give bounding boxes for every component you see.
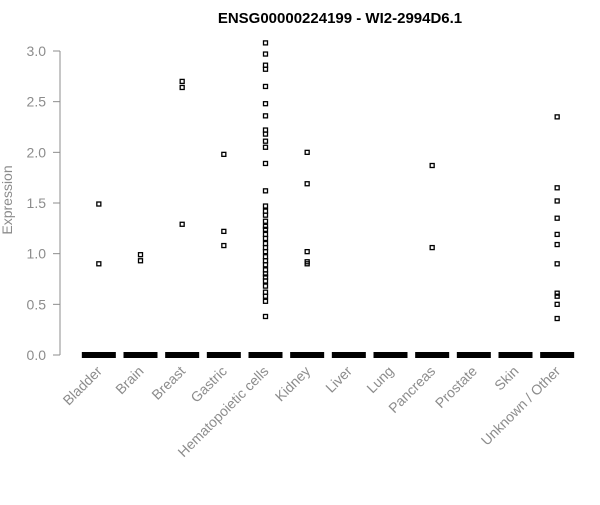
x-tick-label: Lung (363, 363, 396, 396)
x-tick-label: Liver (322, 363, 355, 396)
data-point (262, 267, 269, 273)
data-point (262, 262, 269, 268)
data-point (262, 244, 269, 251)
data-point (262, 240, 269, 247)
x-tick-label: Skin (491, 363, 522, 394)
y-tick-label: 1.5 (27, 195, 47, 211)
data-point (429, 244, 435, 251)
zero-value-cluster (248, 352, 283, 358)
data-point (304, 181, 310, 187)
zero-value-cluster (165, 352, 200, 358)
data-point (262, 254, 269, 260)
x-tick-label: Brain (112, 363, 146, 397)
data-point (262, 144, 269, 150)
data-point (221, 242, 227, 249)
zero-value-cluster (331, 352, 366, 358)
y-tick-label: 1.0 (27, 246, 47, 262)
data-point (262, 62, 269, 68)
data-point (554, 241, 560, 248)
data-point (262, 51, 269, 57)
data-point (262, 101, 269, 107)
data-point (262, 278, 269, 284)
y-tick-label: 0.5 (27, 296, 47, 312)
data-point (137, 258, 144, 264)
data-point (304, 149, 310, 155)
data-point (262, 113, 269, 119)
data-point (262, 231, 269, 238)
data-point (554, 290, 560, 296)
zero-value-cluster (540, 352, 575, 358)
data-point (262, 248, 269, 255)
zero-value-cluster (373, 352, 408, 358)
data-point (262, 208, 269, 214)
data-point (96, 201, 102, 207)
data-point (262, 203, 269, 209)
y-tick-label: 2.0 (27, 144, 47, 160)
data-point (554, 231, 560, 238)
zero-value-cluster (290, 352, 325, 358)
data-point (554, 301, 560, 307)
data-point (554, 185, 560, 191)
data-point (262, 83, 269, 90)
data-point (554, 293, 560, 299)
data-point (262, 289, 269, 295)
x-tick-label: Prostate (432, 363, 480, 411)
data-point (262, 258, 269, 264)
zero-value-cluster (81, 352, 116, 358)
zero-value-cluster (123, 352, 158, 358)
x-tick-label: Breast (148, 363, 188, 403)
data-point (262, 223, 269, 229)
x-tick-label: Kidney (272, 363, 314, 405)
data-point (304, 261, 310, 267)
data-point (262, 138, 269, 144)
data-point (262, 66, 269, 72)
data-point (429, 162, 435, 169)
data-point (262, 218, 269, 224)
x-tick-label: Bladder (60, 363, 106, 409)
data-point (262, 40, 269, 46)
data-point (262, 131, 269, 137)
data-point (262, 235, 269, 242)
data-point (179, 84, 185, 91)
data-point (262, 298, 269, 304)
data-point (304, 248, 310, 255)
data-point (262, 271, 269, 277)
data-point (262, 313, 269, 320)
data-point (221, 151, 227, 158)
data-point (262, 226, 269, 232)
y-axis-label: Expression (0, 165, 15, 234)
data-point (179, 221, 185, 227)
data-point (554, 198, 560, 204)
y-tick-label: 2.5 (27, 94, 47, 110)
y-tick-label: 3.0 (27, 43, 47, 59)
data-point (554, 261, 560, 267)
data-point (262, 160, 269, 167)
x-tick-label: Unknown / Other (478, 363, 564, 449)
data-points (81, 40, 575, 358)
data-point (554, 114, 560, 120)
zero-value-cluster (456, 352, 491, 358)
data-point (554, 315, 560, 322)
data-point (137, 252, 144, 258)
data-point (262, 283, 269, 289)
data-point (554, 215, 560, 221)
data-point (221, 228, 227, 235)
data-point (179, 78, 185, 85)
data-point (262, 274, 269, 280)
data-point (262, 293, 269, 299)
zero-value-cluster (415, 352, 450, 358)
zero-value-cluster (498, 352, 533, 358)
chart-title: ENSG00000224199 - WI2-2994D6.1 (218, 10, 462, 27)
data-point (262, 212, 269, 218)
zero-value-cluster (206, 352, 241, 358)
data-point (96, 261, 102, 267)
y-axis: 0.0 0.5 1.0 1.5 2.0 2.5 3.0 (27, 43, 61, 363)
data-point (262, 188, 269, 194)
y-tick-label: 0.0 (27, 347, 47, 363)
data-point (262, 127, 269, 133)
